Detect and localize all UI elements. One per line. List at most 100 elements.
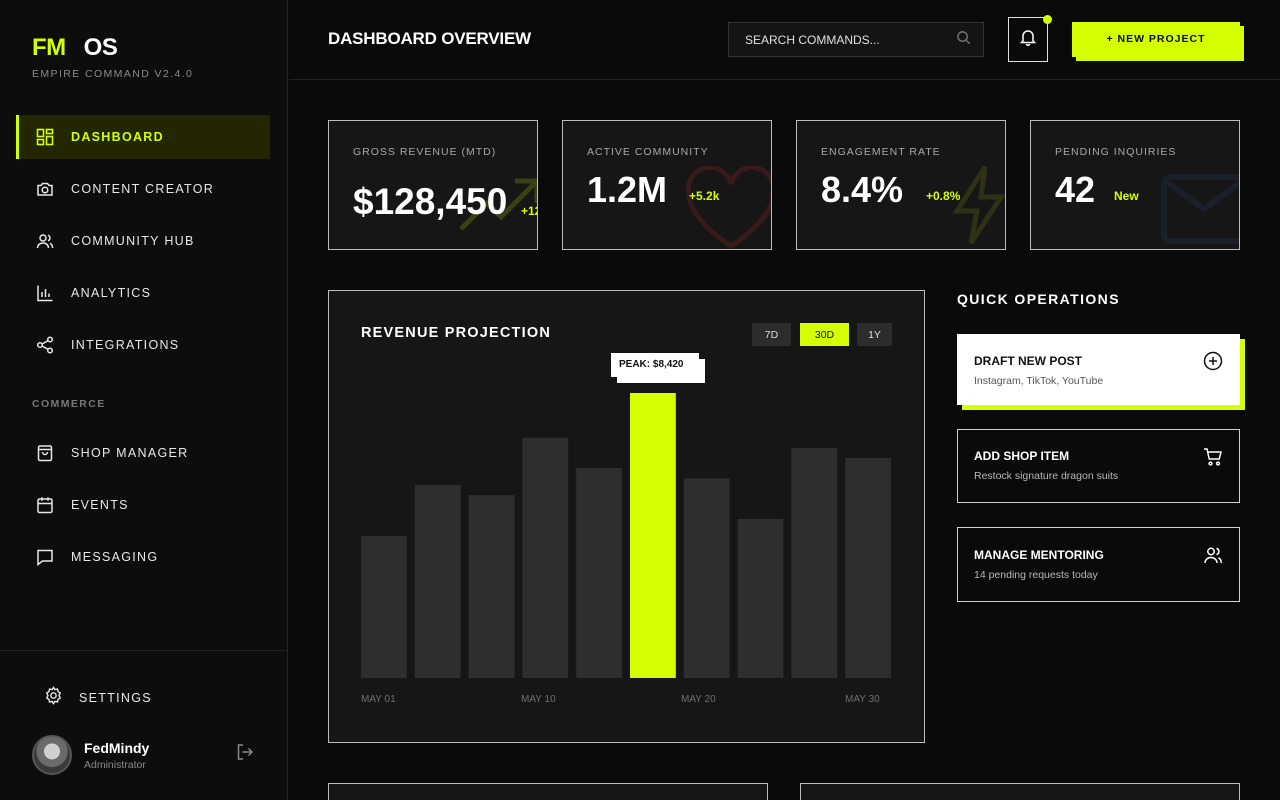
share-icon xyxy=(35,335,55,355)
stat-delta: +12 xyxy=(521,204,537,218)
heart-icon xyxy=(685,166,771,249)
chart-bar[interactable] xyxy=(576,468,622,678)
chart-bar[interactable] xyxy=(414,485,461,678)
sidebar-item-dashboard[interactable]: DASHBOARD xyxy=(16,115,270,159)
calendar-icon xyxy=(35,495,55,515)
sidebar-item-label: MESSAGING xyxy=(71,550,159,564)
op-title: ADD SHOP ITEM xyxy=(974,449,1070,463)
stat-card-pending-inquiries[interactable]: PENDING INQUIRIES 42 New xyxy=(1030,120,1240,250)
sidebar-item-integrations[interactable]: INTEGRATIONS xyxy=(16,323,270,367)
sidebar-item-messaging[interactable]: MESSAGING xyxy=(16,535,270,579)
stat-label: PENDING INQUIRIES xyxy=(1055,146,1177,158)
shopping-bag-icon xyxy=(35,443,55,463)
brand-logo-os: OS xyxy=(83,34,118,61)
sidebar-item-label: CONTENT CREATOR xyxy=(71,182,215,196)
range-1y-button[interactable]: 1Y xyxy=(857,323,892,346)
chart-bar[interactable] xyxy=(361,535,407,678)
camera-icon xyxy=(35,179,55,199)
chart-bar[interactable] xyxy=(791,447,838,678)
stat-card-gross-revenue[interactable]: GROSS REVENUE (MTD) $128,450 +12 xyxy=(328,120,538,250)
sidebar-item-label: COMMUNITY HUB xyxy=(71,234,195,248)
brand-logo[interactable]: FM OS xyxy=(32,34,118,62)
peak-tooltip: PEAK: $8,420 xyxy=(611,353,700,377)
x-tick-label: MAY 30 xyxy=(845,694,880,705)
op-subtitle: 14 pending requests today xyxy=(974,569,1098,581)
op-title: DRAFT NEW POST xyxy=(974,354,1082,368)
revenue-bar-chart xyxy=(361,393,891,678)
logout-icon[interactable] xyxy=(236,743,254,766)
page-title: DASHBOARD OVERVIEW xyxy=(328,29,531,48)
stat-label: ACTIVE COMMUNITY xyxy=(587,146,709,158)
bottom-card-left xyxy=(328,783,768,800)
message-icon xyxy=(35,547,55,567)
sidebar-item-label: SHOP MANAGER xyxy=(71,446,189,460)
notification-dot xyxy=(1043,15,1052,24)
x-tick-label: MAY 01 xyxy=(361,694,396,705)
chart-bar[interactable] xyxy=(737,518,784,678)
add-shop-item-button[interactable]: ADD SHOP ITEM Restock signature dragon s… xyxy=(957,429,1240,503)
sidebar-section-label: COMMERCE xyxy=(32,398,106,410)
sidebar-item-analytics[interactable]: ANALYTICS xyxy=(16,271,270,315)
sidebar: FM OS EMPIRE COMMAND V2.4.0 DASHBOARD CON… xyxy=(0,0,288,800)
chart-bar[interactable] xyxy=(683,478,730,678)
x-tick-label: MAY 10 xyxy=(521,694,556,705)
dashboard-icon xyxy=(35,127,55,147)
range-7d-button[interactable]: 7D xyxy=(752,323,791,346)
gear-icon xyxy=(44,686,63,710)
search-box[interactable] xyxy=(728,22,984,57)
quick-operations-title: QUICK OPERATIONS xyxy=(957,291,1120,307)
users-icon xyxy=(35,231,55,251)
manage-mentoring-button[interactable]: MANAGE MENTORING 14 pending requests tod… xyxy=(957,527,1240,602)
stat-value: 8.4% xyxy=(821,169,904,210)
sidebar-item-label: EVENTS xyxy=(71,498,129,512)
app-version: EMPIRE COMMAND V2.4.0 xyxy=(32,68,194,80)
user-profile[interactable]: FedMindy Administrator xyxy=(32,735,149,775)
sidebar-item-label: DASHBOARD xyxy=(71,130,164,144)
revenue-projection-card: REVENUE PROJECTION 7D 30D 1Y PEAK: $8,42… xyxy=(328,290,925,743)
settings-label: SETTINGS xyxy=(79,691,152,705)
stat-label: GROSS REVENUE (MTD) xyxy=(353,146,497,158)
top-header: DASHBOARD OVERVIEW + NEW PROJECT xyxy=(289,0,1280,80)
stat-delta: +0.8% xyxy=(926,189,961,203)
stat-value: 42 xyxy=(1055,169,1096,210)
sidebar-divider xyxy=(0,650,288,651)
op-title: MANAGE MENTORING xyxy=(974,548,1104,562)
user-name: FedMindy xyxy=(84,739,150,756)
op-subtitle: Instagram, TikTok, YouTube xyxy=(974,375,1104,387)
op-subtitle: Restock signature dragon suits xyxy=(974,470,1119,482)
sidebar-item-label: INTEGRATIONS xyxy=(71,338,180,352)
settings-button[interactable]: SETTINGS xyxy=(44,686,152,710)
stat-card-engagement-rate[interactable]: ENGAGEMENT RATE 8.4% +0.8% xyxy=(796,120,1006,250)
range-30d-button[interactable]: 30D xyxy=(800,323,849,346)
stat-card-active-community[interactable]: ACTIVE COMMUNITY 1.2M +5.2k xyxy=(562,120,772,250)
chart-bar-peak[interactable] xyxy=(630,393,676,678)
plus-circle-icon xyxy=(1203,351,1223,376)
sidebar-item-community-hub[interactable]: COMMUNITY HUB xyxy=(16,219,270,263)
bar-chart-icon xyxy=(35,283,55,303)
stat-delta: New xyxy=(1114,189,1139,203)
stat-label: ENGAGEMENT RATE xyxy=(821,146,941,158)
sidebar-item-content-creator[interactable]: CONTENT CREATOR xyxy=(16,167,270,211)
sidebar-item-label: ANALYTICS xyxy=(71,286,152,300)
notifications-button[interactable] xyxy=(1008,15,1052,62)
cart-icon xyxy=(1203,447,1223,472)
sidebar-item-shop-manager[interactable]: SHOP MANAGER xyxy=(16,431,270,475)
chart-title: REVENUE PROJECTION xyxy=(361,325,551,341)
user-role: Administrator xyxy=(84,758,146,771)
sidebar-item-events[interactable]: EVENTS xyxy=(16,483,270,527)
bell-icon xyxy=(1019,28,1037,51)
lightning-icon xyxy=(952,165,1005,245)
x-tick-label: MAY 20 xyxy=(681,694,716,705)
chart-bar[interactable] xyxy=(845,458,891,678)
draft-new-post-button[interactable]: DRAFT NEW POST Instagram, TikTok, YouTub… xyxy=(957,334,1240,405)
new-project-button[interactable]: + NEW PROJECT xyxy=(1072,22,1240,57)
stat-delta: +5.2k xyxy=(689,189,720,203)
chart-bar[interactable] xyxy=(468,495,515,678)
stat-value: 1.2M xyxy=(587,169,668,210)
search-input[interactable] xyxy=(745,32,956,47)
users-icon xyxy=(1203,545,1223,570)
mail-icon xyxy=(1161,174,1239,244)
search-icon[interactable] xyxy=(956,30,971,50)
brand-logo-fm: FM xyxy=(32,34,66,61)
chart-bar[interactable] xyxy=(522,437,569,678)
